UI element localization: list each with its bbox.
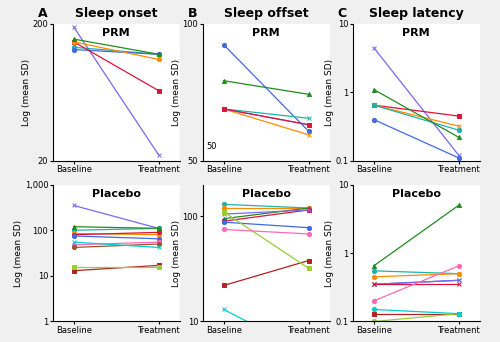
Text: Placebo: Placebo [242, 189, 291, 199]
Text: C: C [338, 7, 346, 20]
Y-axis label: Log (mean SD): Log (mean SD) [22, 59, 31, 126]
Text: Placebo: Placebo [392, 189, 441, 199]
Text: PRM: PRM [102, 28, 130, 38]
Text: Sleep latency: Sleep latency [369, 7, 464, 20]
Y-axis label: Log (mean SD): Log (mean SD) [14, 220, 24, 287]
Text: B: B [188, 7, 197, 20]
Text: A: A [38, 7, 47, 20]
Y-axis label: Log (mean SD): Log (mean SD) [172, 220, 181, 287]
Y-axis label: Log (mean SD): Log (mean SD) [172, 59, 181, 126]
Text: PRM: PRM [402, 28, 430, 38]
Text: PRM: PRM [252, 28, 280, 38]
Y-axis label: Log (mean SD): Log (mean SD) [325, 220, 334, 287]
Text: Sleep onset: Sleep onset [75, 7, 158, 20]
Text: Sleep offset: Sleep offset [224, 7, 308, 20]
Y-axis label: Log (mean SD): Log (mean SD) [325, 59, 334, 126]
Text: 50: 50 [206, 142, 217, 151]
Text: Placebo: Placebo [92, 189, 141, 199]
